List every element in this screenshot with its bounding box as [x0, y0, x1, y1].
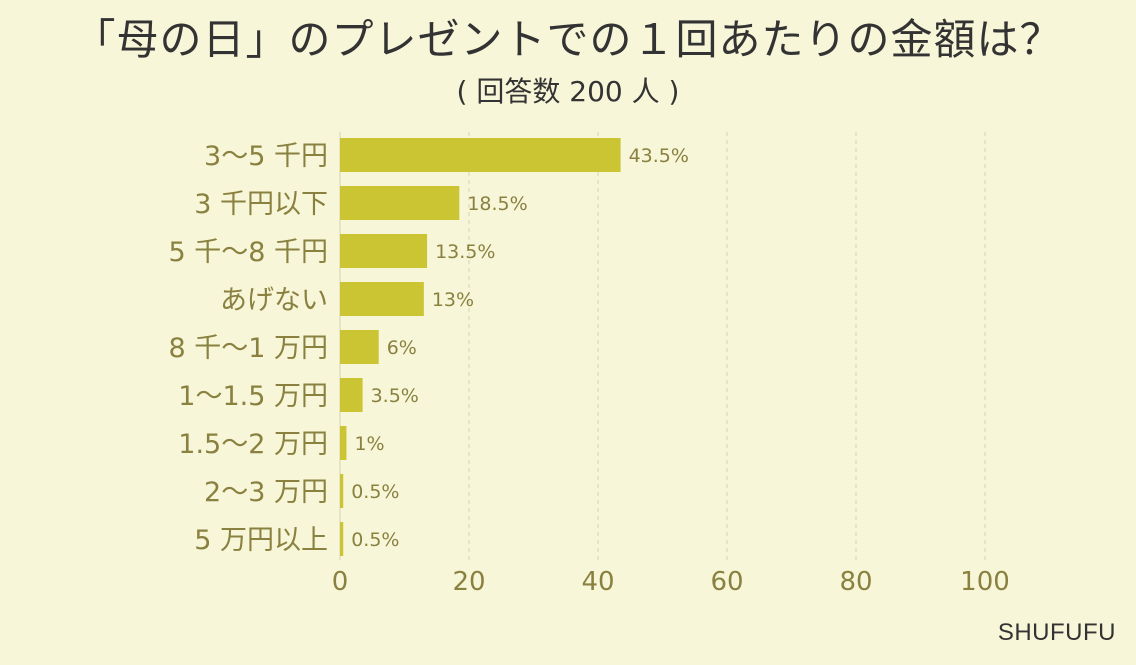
category-label: 5 千～8 千円 — [168, 237, 328, 268]
value-label: 0.5% — [351, 481, 399, 503]
bar — [340, 282, 424, 316]
bar — [340, 378, 363, 412]
bar — [340, 186, 460, 220]
category-label: 5 万円以上 — [194, 525, 328, 556]
category-label: 1～1.5 万円 — [178, 381, 328, 412]
category-label: 1.5～2 万円 — [178, 429, 328, 460]
bar — [340, 234, 428, 268]
category-label: 3 千円以下 — [194, 189, 328, 220]
category-label: 3～5 千円 — [204, 141, 328, 172]
bar — [340, 330, 379, 364]
category-label: 8 千～1 万円 — [168, 333, 328, 364]
value-label: 13% — [432, 289, 474, 311]
bar — [340, 522, 344, 556]
value-label: 13.5% — [435, 241, 495, 263]
category-label: 2～3 万円 — [204, 477, 328, 508]
bar — [340, 474, 344, 508]
x-tick-label: 40 — [581, 567, 614, 597]
value-label: 18.5% — [467, 193, 527, 215]
x-tick-label: 0 — [332, 567, 349, 597]
value-label: 6% — [387, 337, 417, 359]
x-tick-label: 20 — [452, 567, 485, 597]
source-credit: SHUFUFU — [997, 619, 1116, 646]
x-tick-label: 80 — [839, 567, 872, 597]
bar — [340, 426, 347, 460]
chart-title: 「母の日」のプレゼントでの１回あたりの金額は？ — [73, 15, 1063, 64]
category-label: あげない — [220, 285, 328, 316]
value-label: 0.5% — [351, 529, 399, 551]
value-label: 3.5% — [371, 385, 419, 407]
bar — [340, 138, 621, 172]
value-label: 43.5% — [629, 145, 689, 167]
x-tick-label: 100 — [960, 567, 1010, 597]
x-tick-label: 60 — [710, 567, 743, 597]
chart-subtitle: ( 回答数 200 人 ) — [456, 75, 680, 108]
value-label: 1% — [354, 433, 384, 455]
